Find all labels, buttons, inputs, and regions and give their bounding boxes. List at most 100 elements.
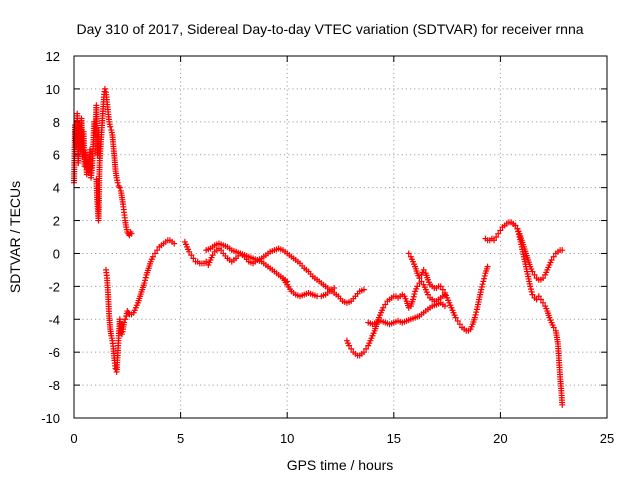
data-point bbox=[484, 263, 491, 270]
x-tick-label: 20 bbox=[493, 431, 507, 446]
data-point bbox=[409, 296, 416, 303]
data-point bbox=[493, 234, 500, 240]
data-points bbox=[71, 85, 566, 408]
data-point bbox=[535, 293, 542, 300]
data-point bbox=[529, 291, 536, 298]
x-tick-label: 10 bbox=[280, 431, 294, 446]
y-tick-label: -2 bbox=[48, 279, 60, 294]
data-point bbox=[514, 225, 521, 232]
data-point bbox=[405, 250, 412, 257]
data-point bbox=[454, 317, 461, 324]
data-point bbox=[122, 316, 129, 323]
series-arc-5 bbox=[279, 275, 338, 300]
y-tick-label: 12 bbox=[46, 49, 60, 64]
series-arc-10 bbox=[510, 220, 566, 408]
data-point bbox=[107, 123, 114, 130]
grid bbox=[74, 56, 607, 418]
data-point-interp bbox=[472, 311, 479, 318]
x-tick-label: 5 bbox=[177, 431, 184, 446]
data-point bbox=[363, 345, 370, 352]
data-point bbox=[171, 240, 178, 247]
data-point bbox=[116, 184, 123, 191]
data-point-interp bbox=[411, 291, 418, 298]
data-point bbox=[348, 345, 355, 352]
y-tick-label: 8 bbox=[53, 115, 60, 130]
axis-ticks bbox=[73, 55, 608, 419]
data-point bbox=[128, 230, 135, 237]
series-arc-7 bbox=[365, 299, 448, 328]
data-point bbox=[471, 314, 478, 321]
series-arc-8 bbox=[405, 250, 491, 334]
data-point bbox=[548, 257, 555, 264]
data-point bbox=[478, 286, 485, 293]
x-axis-label: GPS time / hours bbox=[287, 457, 394, 473]
data-point bbox=[531, 271, 538, 278]
data-point-interp bbox=[142, 277, 149, 284]
y-tick-label: 2 bbox=[53, 214, 60, 229]
data-point bbox=[188, 252, 195, 259]
data-point bbox=[452, 314, 459, 321]
data-point bbox=[441, 303, 448, 310]
data-point-interp bbox=[479, 281, 486, 288]
plot-frame bbox=[73, 55, 608, 419]
data-point bbox=[439, 286, 446, 293]
data-point bbox=[529, 268, 536, 275]
x-tick-label: 25 bbox=[600, 431, 614, 446]
data-point-interp bbox=[473, 309, 480, 316]
data-point bbox=[420, 266, 427, 273]
data-point bbox=[559, 247, 566, 254]
x-tick-label: 0 bbox=[70, 431, 77, 446]
data-point bbox=[550, 253, 557, 260]
data-point bbox=[414, 283, 421, 290]
data-point-interp bbox=[515, 231, 522, 238]
series-arc-2 bbox=[102, 237, 178, 375]
data-point bbox=[382, 301, 389, 308]
data-point-interp bbox=[515, 228, 522, 235]
data-point bbox=[456, 321, 463, 328]
y-tick-label: 6 bbox=[53, 148, 60, 163]
data-point bbox=[495, 230, 502, 237]
data-point-interp bbox=[142, 274, 149, 281]
data-point bbox=[491, 237, 498, 244]
data-point bbox=[149, 253, 156, 260]
data-point bbox=[550, 324, 557, 331]
y-tick-label: 4 bbox=[53, 181, 60, 196]
series-arc-1b bbox=[93, 85, 135, 239]
data-point bbox=[203, 258, 210, 265]
data-point bbox=[152, 250, 159, 257]
data-point-interp bbox=[410, 293, 417, 300]
y-tick-label: -6 bbox=[48, 345, 60, 360]
data-point bbox=[424, 291, 431, 298]
data-point bbox=[380, 304, 387, 311]
series-arc-1a bbox=[71, 102, 103, 186]
data-point bbox=[497, 227, 504, 234]
y-tick-label: 0 bbox=[53, 246, 60, 261]
data-point bbox=[190, 255, 197, 262]
data-point-interp bbox=[527, 286, 534, 293]
data-point bbox=[540, 275, 547, 282]
y-tick-label: -8 bbox=[48, 378, 60, 393]
x-tick-label: 15 bbox=[387, 431, 401, 446]
y-tick-label: 10 bbox=[46, 82, 60, 97]
data-point bbox=[512, 222, 519, 229]
data-point bbox=[121, 319, 128, 326]
data-point bbox=[360, 286, 367, 293]
data-point bbox=[101, 85, 108, 92]
data-point-interp bbox=[481, 275, 488, 282]
data-point bbox=[186, 248, 193, 255]
data-point bbox=[559, 401, 566, 408]
data-point-interp bbox=[528, 288, 535, 295]
y-tick-label: -4 bbox=[48, 312, 60, 327]
data-point-interp bbox=[481, 272, 488, 279]
series-arc-6 bbox=[343, 278, 448, 359]
chart-title: Day 310 of 2017, Sidereal Day-to-day VTE… bbox=[76, 21, 583, 37]
data-point bbox=[218, 247, 225, 254]
data-point bbox=[418, 278, 425, 285]
data-point bbox=[154, 247, 161, 254]
data-point bbox=[141, 280, 148, 287]
series-arc-9 bbox=[482, 219, 566, 283]
data-point bbox=[540, 299, 547, 306]
data-point bbox=[360, 349, 367, 356]
